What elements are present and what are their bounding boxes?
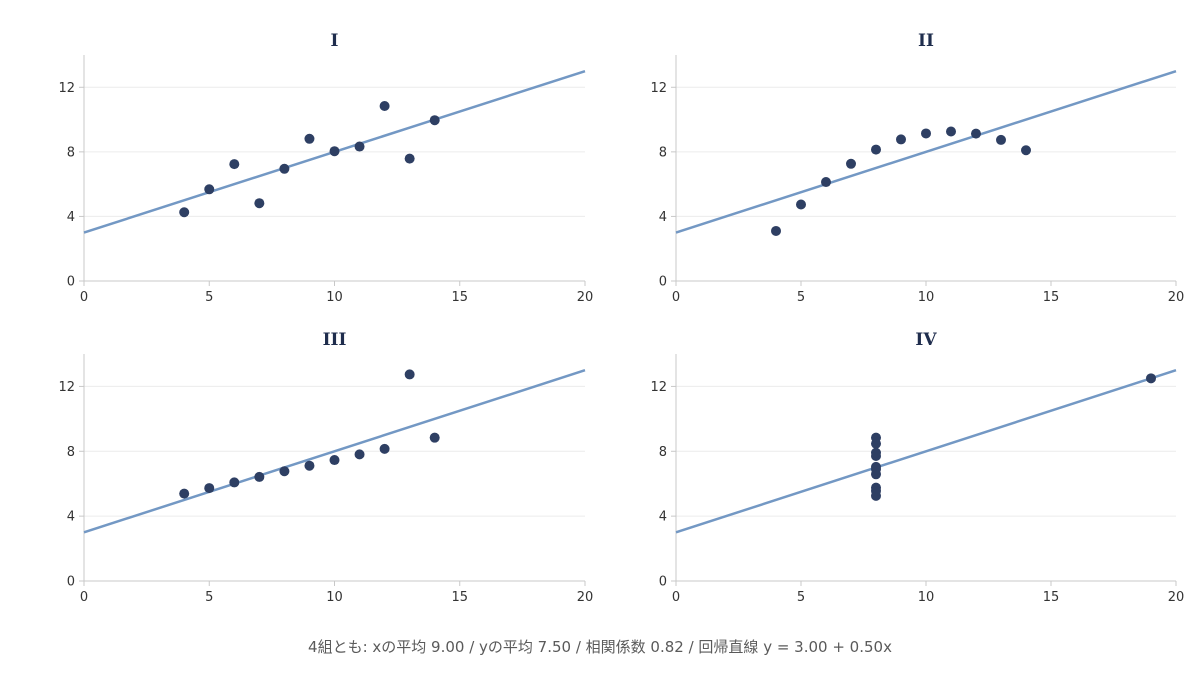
x-tick-label: 5 bbox=[797, 290, 805, 305]
data-point bbox=[429, 432, 440, 443]
x-tick-label: 0 bbox=[80, 590, 88, 605]
data-point bbox=[971, 128, 981, 139]
y-tick-label: 12 bbox=[650, 380, 667, 395]
data-point bbox=[229, 159, 240, 170]
data-point bbox=[304, 460, 315, 471]
data-point bbox=[329, 146, 340, 157]
data-point bbox=[179, 488, 190, 499]
x-tick-label: 10 bbox=[326, 590, 343, 605]
data-point bbox=[229, 477, 240, 488]
data-point bbox=[946, 126, 956, 137]
x-tick-label: 0 bbox=[672, 590, 680, 605]
data-point bbox=[304, 133, 315, 144]
x-tick-label: 5 bbox=[205, 290, 213, 305]
regression-line bbox=[83, 369, 586, 534]
data-point bbox=[404, 153, 415, 164]
data-point bbox=[821, 177, 831, 188]
y-tick-label: 0 bbox=[67, 275, 75, 290]
data-point bbox=[1146, 373, 1156, 384]
x-tick-label: 15 bbox=[451, 290, 468, 305]
x-tick-label: 0 bbox=[672, 290, 680, 305]
x-tick-label: 5 bbox=[205, 590, 213, 605]
data-point bbox=[279, 466, 290, 477]
y-tick-label: 8 bbox=[67, 445, 75, 460]
panel-title: III bbox=[323, 330, 347, 350]
y-tick-label: 8 bbox=[67, 145, 75, 160]
y-tick-label: 0 bbox=[659, 575, 667, 590]
data-point bbox=[871, 144, 881, 155]
x-tick-label: 20 bbox=[1168, 290, 1185, 305]
scatter-panel-1: 0 5 10 15 20 0 4 8 12 I bbox=[58, 31, 593, 305]
scatter-panel-2: 0 5 10 15 20 0 4 8 12 II bbox=[650, 31, 1184, 305]
x-tick-label: 20 bbox=[1168, 590, 1185, 605]
data-point bbox=[204, 184, 215, 195]
y-tick-label: 0 bbox=[659, 275, 667, 290]
y-tick-label: 0 bbox=[67, 575, 75, 590]
data-point bbox=[379, 443, 390, 454]
y-tick-label: 12 bbox=[650, 81, 667, 96]
x-tick-label: 10 bbox=[918, 290, 935, 305]
data-point bbox=[429, 115, 440, 126]
data-point bbox=[379, 101, 390, 112]
summary-caption: 4組とも: xの平均 9.00 / yの平均 7.50 / 相関係数 0.82 … bbox=[308, 638, 892, 656]
x-tick-label: 20 bbox=[577, 590, 594, 605]
data-point bbox=[996, 134, 1006, 145]
data-point bbox=[254, 471, 265, 482]
y-tick-label: 4 bbox=[67, 510, 75, 525]
y-tick-label: 8 bbox=[659, 145, 667, 160]
x-tick-label: 20 bbox=[577, 290, 594, 305]
data-point bbox=[204, 483, 215, 494]
x-tick-label: 15 bbox=[1043, 590, 1060, 605]
regression-line bbox=[675, 369, 1177, 534]
scatter-panel-3: 0 5 10 15 20 0 4 8 12 III bbox=[58, 330, 593, 605]
y-tick-label: 4 bbox=[659, 510, 667, 525]
y-tick-label: 12 bbox=[58, 81, 75, 96]
data-point bbox=[846, 158, 856, 169]
x-tick-label: 0 bbox=[80, 290, 88, 305]
data-point bbox=[871, 438, 881, 449]
data-point bbox=[179, 207, 190, 218]
data-point bbox=[354, 141, 365, 152]
data-point bbox=[871, 447, 881, 458]
data-point bbox=[354, 449, 365, 460]
panel-title: IV bbox=[915, 330, 937, 350]
y-tick-label: 4 bbox=[67, 210, 75, 225]
x-tick-label: 15 bbox=[451, 590, 468, 605]
data-point bbox=[796, 199, 806, 210]
panel-title: II bbox=[918, 31, 934, 51]
x-tick-label: 10 bbox=[326, 290, 343, 305]
data-point bbox=[871, 464, 881, 475]
data-point bbox=[254, 198, 265, 209]
data-point bbox=[404, 369, 415, 380]
y-tick-label: 12 bbox=[58, 380, 75, 395]
x-tick-label: 10 bbox=[918, 590, 935, 605]
scatter-panel-4: 0 5 10 15 20 0 4 8 12 IV bbox=[650, 330, 1184, 605]
data-point bbox=[921, 128, 931, 139]
data-point bbox=[871, 485, 881, 496]
y-tick-label: 4 bbox=[659, 210, 667, 225]
data-point bbox=[1021, 145, 1031, 156]
x-tick-label: 5 bbox=[797, 590, 805, 605]
data-point bbox=[896, 134, 906, 145]
scatter-grid-svg: 0 5 10 15 20 0 4 8 12 I 0 5 10 15 20 0 4 8 12 II 0 5 10 15 20 0 4 8… bbox=[58, 31, 1184, 605]
regression-line bbox=[675, 69, 1177, 234]
x-tick-label: 15 bbox=[1043, 290, 1060, 305]
data-point bbox=[279, 163, 290, 174]
data-point bbox=[771, 225, 781, 236]
panel-title: I bbox=[331, 31, 339, 51]
y-tick-label: 8 bbox=[659, 445, 667, 460]
data-point bbox=[329, 455, 340, 466]
